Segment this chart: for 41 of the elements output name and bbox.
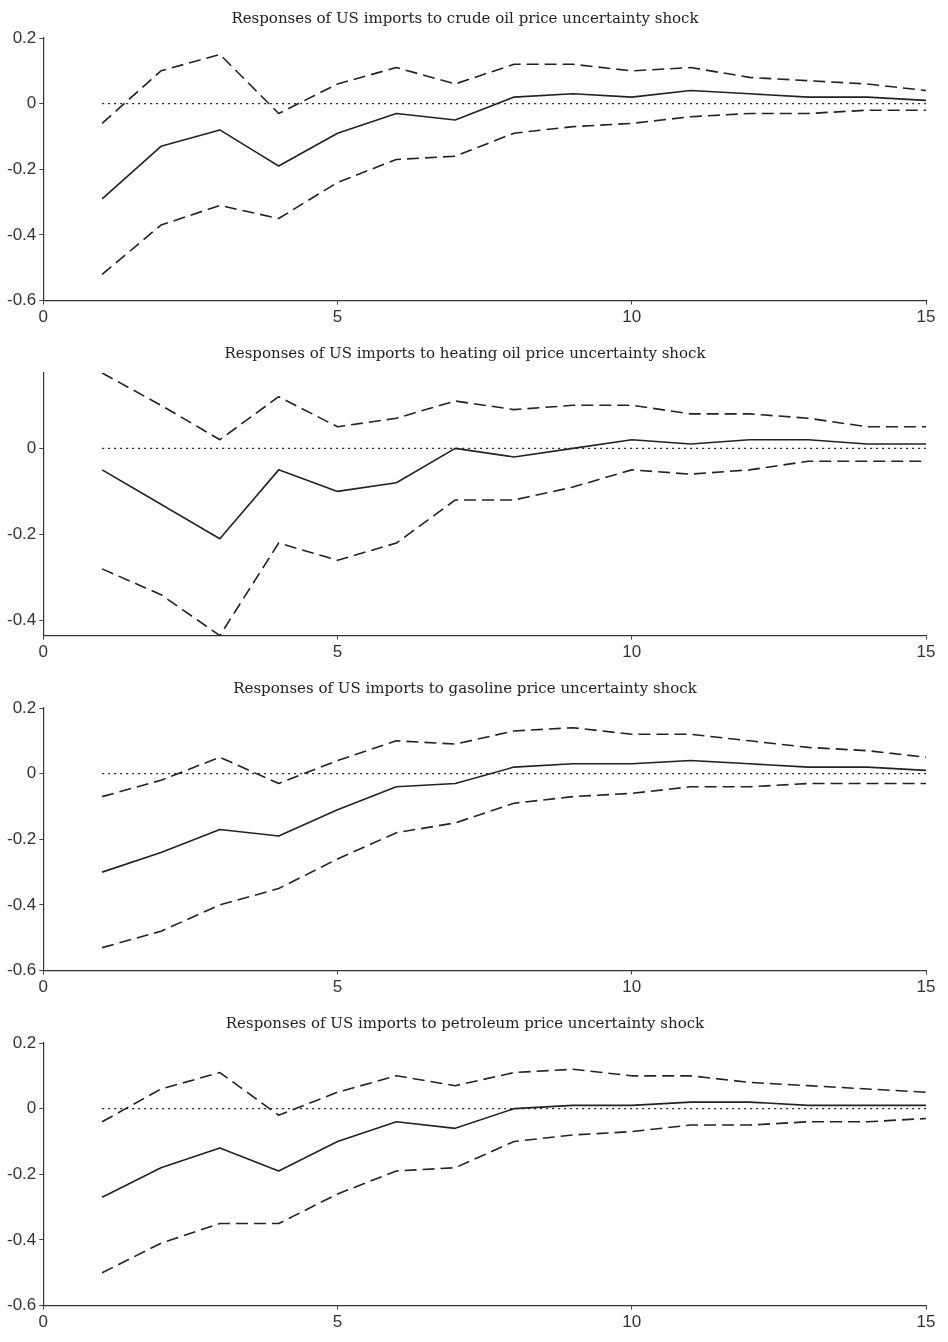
- x-tick-label: 10: [622, 642, 642, 662]
- line-series: [101, 1117, 926, 1274]
- y-tick-label: -0.2: [7, 524, 37, 544]
- y-tick-label: -0.4: [7, 1229, 37, 1249]
- y-tick-label: -0.6: [7, 1295, 37, 1315]
- line-series: [101, 726, 926, 798]
- y-tick-label: -0.4: [7, 894, 37, 914]
- x-tick-label: 15: [916, 1312, 936, 1332]
- line-series: [101, 373, 926, 441]
- y-tick-label: -0.2: [7, 828, 37, 848]
- x-tick-label: 5: [332, 1312, 343, 1332]
- chart-title: Responses of US imports to petroleum price uncertainty shock: [225, 1013, 706, 1032]
- line-series: [101, 782, 926, 949]
- y-tick-label: 0.2: [12, 697, 37, 717]
- y-tick-label: 0.2: [12, 27, 37, 47]
- chart-title: Responses of US imports to gasoline price uncertainty shock: [233, 678, 698, 697]
- y-tick-label: -0.4: [7, 224, 37, 244]
- y-tick-label: -0.4: [7, 610, 37, 630]
- y-tick-label: 0: [26, 763, 37, 783]
- chart-title: Responses of US imports to heating oil price uncertainty shock: [224, 343, 707, 362]
- y-tick-label: -0.2: [7, 158, 37, 178]
- y-tick-label: 0: [26, 1098, 37, 1118]
- y-tick-label: -0.6: [7, 960, 37, 980]
- x-tick-label: 10: [622, 977, 642, 997]
- x-tick-label: 10: [622, 1312, 642, 1332]
- line-series: [101, 53, 926, 125]
- chart-title: Responses of US imports to crude oil price uncertainty shock: [231, 8, 700, 27]
- line-series: [101, 109, 926, 276]
- y-tick-label: 0: [26, 438, 37, 458]
- x-tick-label: 5: [332, 977, 343, 997]
- x-tick-label: 10: [622, 307, 642, 327]
- y-tick-label: -0.2: [7, 1163, 37, 1183]
- x-tick-label: 15: [916, 307, 936, 327]
- x-tick-label: 15: [916, 642, 936, 662]
- y-tick-label: 0: [26, 93, 37, 113]
- x-tick-label: 15: [916, 977, 936, 997]
- y-tick-label: 0.2: [12, 1032, 37, 1052]
- x-tick-label: 5: [332, 307, 343, 327]
- line-series: [101, 1068, 926, 1123]
- y-tick-label: -0.6: [7, 290, 37, 310]
- x-tick-label: 5: [332, 642, 343, 662]
